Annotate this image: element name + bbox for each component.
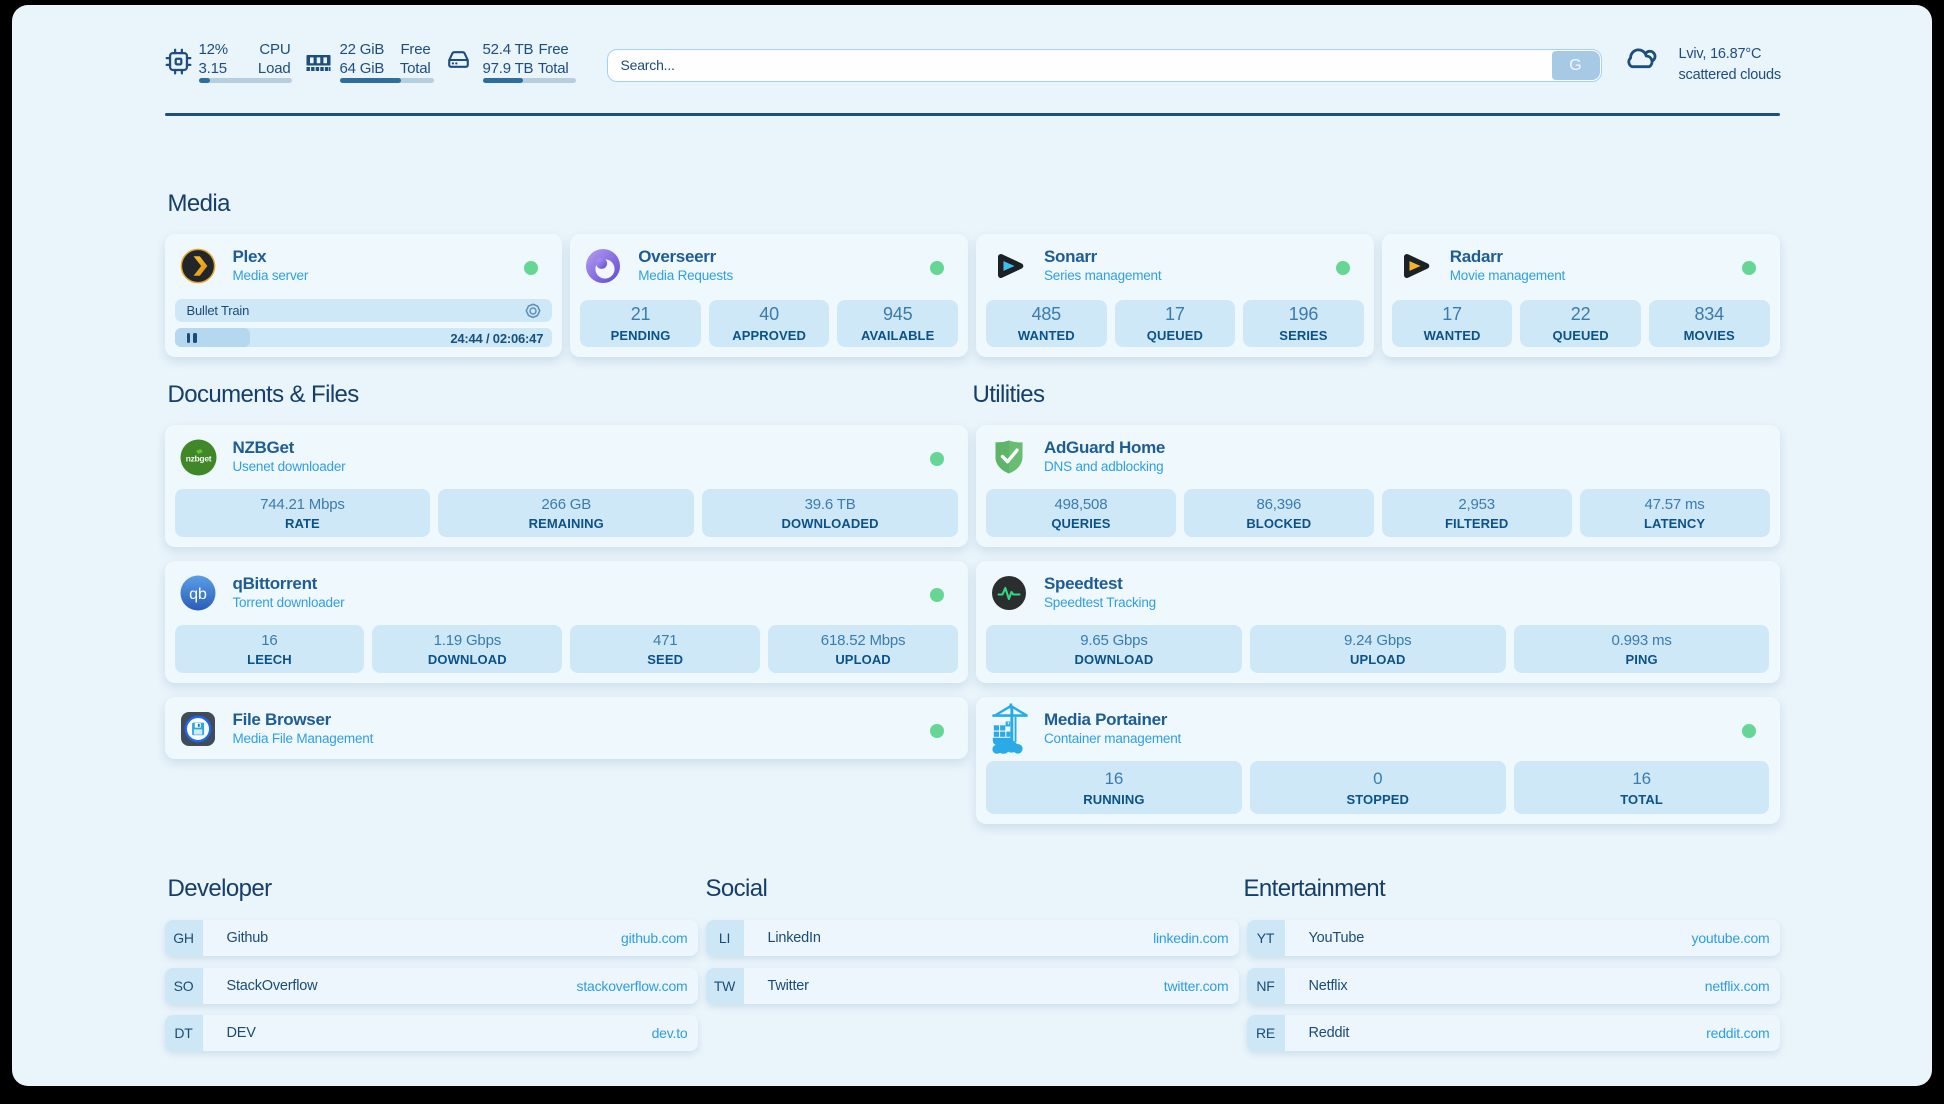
svg-text:nzbget: nzbget [185,454,211,464]
svg-text:qb: qb [189,586,207,603]
